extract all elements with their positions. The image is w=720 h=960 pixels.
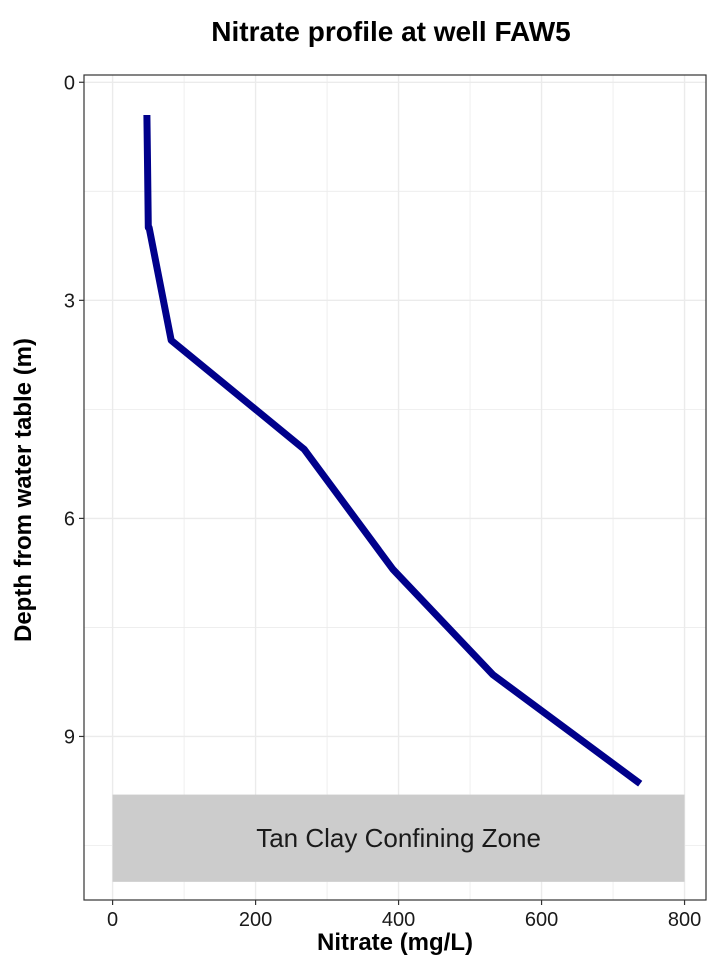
series-layer	[143, 114, 643, 787]
y-tick-label: 3	[64, 290, 75, 312]
y-axis-title: Depth from water table (m)	[10, 338, 37, 642]
x-axis-ticks: 0 200 400 600 800	[107, 900, 701, 931]
x-axis-title: Nitrate (mg/L)	[317, 929, 473, 956]
confining-zone-rect	[112, 794, 685, 882]
y-tick-label: 6	[64, 508, 75, 530]
y-axis-ticks: 0 3 6 9	[64, 72, 84, 748]
panel-border	[83, 74, 707, 901]
x-tick-label: 0	[107, 909, 118, 931]
x-tick-label: 600	[525, 909, 558, 931]
x-tick-label: 400	[382, 909, 415, 931]
chart-title: Nitrate profile at well FAW5	[211, 16, 570, 47]
x-tick-label: 200	[239, 909, 272, 931]
nitrate-series-line	[143, 114, 643, 787]
confining-zone-label: Tan Clay Confining Zone	[256, 823, 541, 853]
confining-zone: Tan Clay Confining Zone	[112, 794, 685, 882]
y-tick-label: 0	[64, 72, 75, 94]
y-tick-label: 9	[64, 726, 75, 748]
grid-lines	[84, 75, 706, 900]
x-tick-label: 800	[668, 909, 701, 931]
